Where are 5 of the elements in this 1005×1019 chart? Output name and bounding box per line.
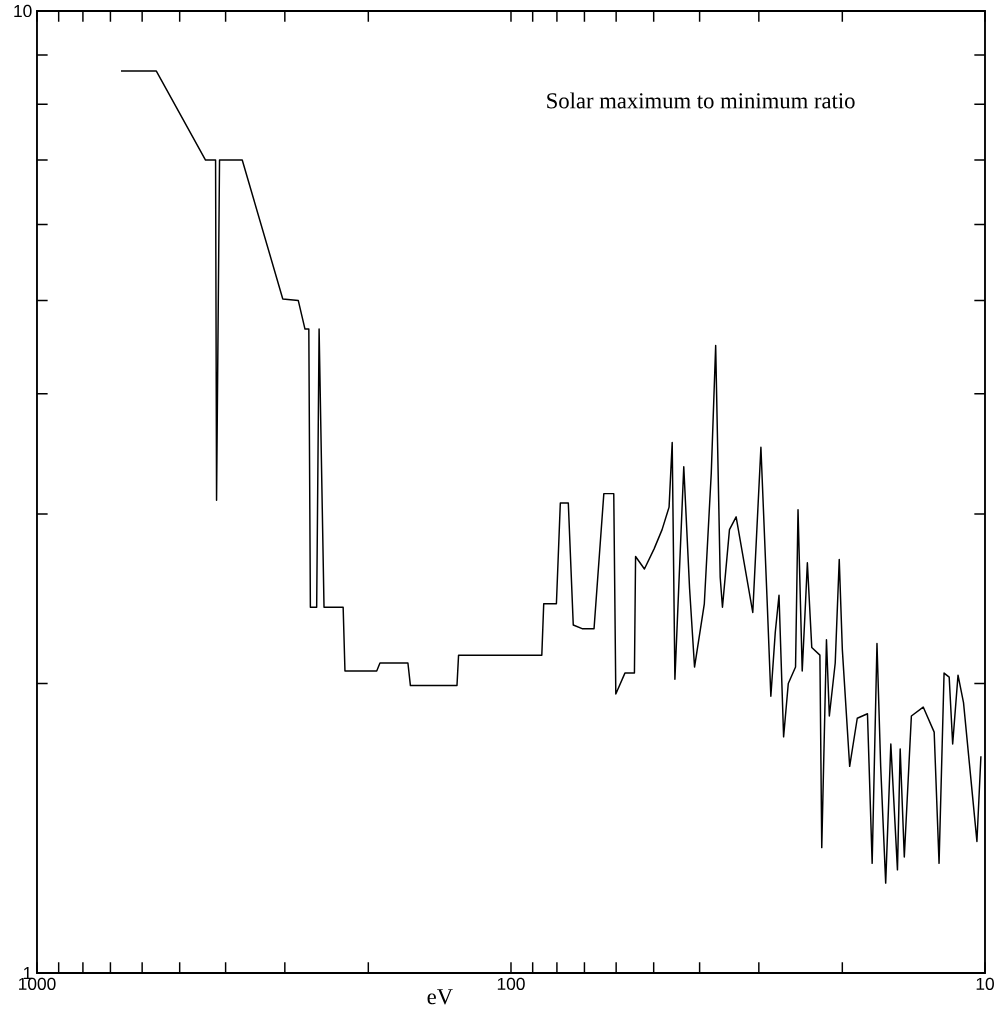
x-tick-label: 10 bbox=[976, 977, 994, 990]
annotation: Solar maximum to minimum ratio bbox=[547, 92, 855, 109]
x-tick-label: 1000 bbox=[19, 977, 56, 990]
x-tick-label: 100 bbox=[497, 977, 525, 990]
x-axis-title: eV bbox=[427, 989, 453, 1005]
